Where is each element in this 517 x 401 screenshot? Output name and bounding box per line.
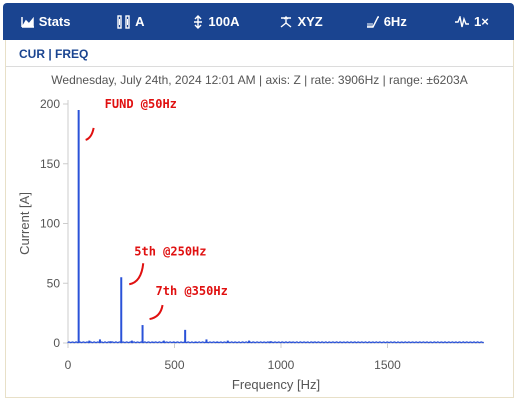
axes-icon <box>281 15 292 28</box>
y-tick-label: 50 <box>47 276 61 290</box>
annotation-arrow <box>149 304 164 321</box>
chart-subtitle: Wednesday, July 24th, 2024 12:01 AM | ax… <box>51 73 468 87</box>
x-tick-label: 500 <box>164 358 184 372</box>
x-tick-label: 1000 <box>268 358 295 372</box>
range-label: 100A <box>208 14 240 29</box>
y-tick-label: 150 <box>40 157 60 171</box>
axis-label: XYZ <box>297 14 323 29</box>
y-tick-label: 100 <box>40 217 60 231</box>
x-tick-label: 1500 <box>374 358 401 372</box>
area-chart-icon <box>20 16 34 28</box>
unit-bars-icon <box>117 14 130 29</box>
scale-button[interactable]: 1× <box>429 3 514 40</box>
filter-button[interactable]: 6Hz <box>344 3 429 40</box>
filter-label: 6Hz <box>383 14 407 29</box>
annotation-arrow <box>85 127 95 141</box>
y-tick-label: 200 <box>40 97 60 111</box>
scale-label: 1× <box>474 14 489 29</box>
waveform-icon <box>455 15 470 27</box>
stats-label: Stats <box>38 14 71 29</box>
y-axis-label: Current [A] <box>17 192 32 255</box>
y-tick-label: 0 <box>53 336 60 350</box>
range-arrows-icon <box>194 14 203 29</box>
axis-button[interactable]: XYZ <box>259 3 344 40</box>
unit-button[interactable]: A <box>88 3 173 40</box>
toolbar: Stats A 100A XYZ 6Hz 1× <box>3 3 514 40</box>
annotation-label: FUND @50Hz <box>105 97 177 111</box>
unit-label: A <box>135 14 145 29</box>
x-tick-label: 0 <box>65 358 72 372</box>
annotation-label: 5th @250Hz <box>134 244 206 258</box>
annotation-arrow <box>129 263 145 286</box>
chart-panel: CUR | FREQ Wednesday, July 24th, 2024 12… <box>5 40 514 398</box>
range-button[interactable]: 100A <box>173 3 258 40</box>
series-line <box>67 341 484 344</box>
divider <box>6 66 513 67</box>
stats-button[interactable]: Stats <box>3 3 88 40</box>
panel-title: CUR | FREQ <box>19 47 89 61</box>
x-axis-label: Frequency [Hz] <box>232 377 320 392</box>
filter-ramp-icon <box>366 15 379 28</box>
annotation-label: 7th @350Hz <box>156 284 228 298</box>
